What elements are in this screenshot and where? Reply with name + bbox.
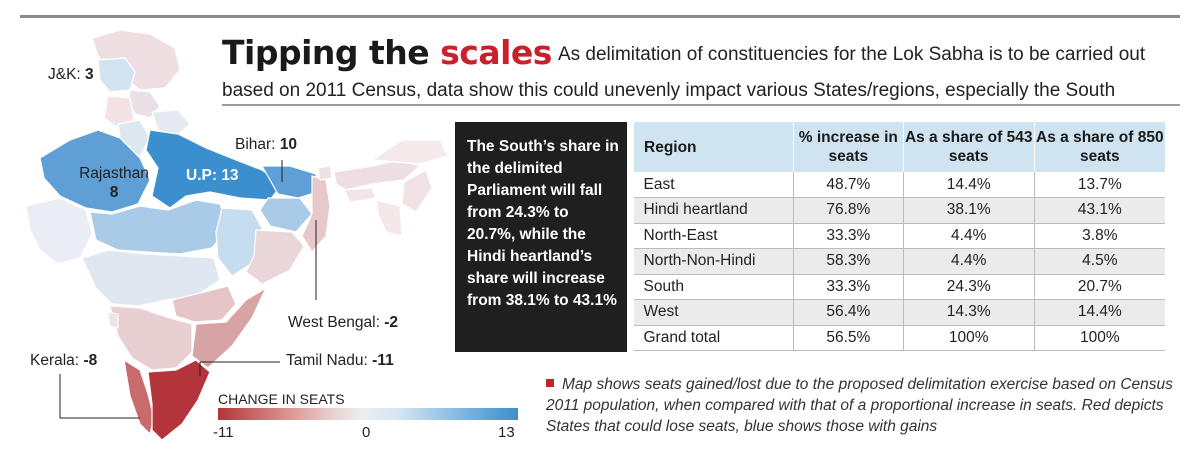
- cell-share-850: 14.4%: [1033, 299, 1165, 326]
- map-region-assam: [333, 159, 422, 191]
- cell-share-850: 3.8%: [1033, 223, 1165, 249]
- cell-share-543: 14.4%: [902, 172, 1035, 198]
- map-region-jharkhand: [259, 197, 313, 233]
- map-region-odisha: [245, 229, 305, 285]
- map-region-up: [145, 129, 283, 209]
- cell-increase: 56.5%: [792, 325, 904, 351]
- legend-title: CHANGE IN SEATS: [218, 391, 345, 407]
- title-red: scales: [440, 33, 552, 72]
- cell-region: North-East: [633, 223, 794, 249]
- map-region-west-bengal: [301, 175, 331, 254]
- legend-color-scale: [218, 408, 518, 420]
- map-region-nagaland-manipur: [401, 169, 433, 213]
- title-line: Tipping the scales As delimitation of con…: [222, 34, 1182, 79]
- label-kerala: Kerala: -8: [30, 352, 98, 369]
- cell-share-543: 24.3%: [902, 274, 1035, 300]
- table-row: West 56.4% 14.3% 14.4%: [633, 299, 1165, 326]
- map-region-arunachal: [370, 139, 449, 165]
- cell-increase: 33.3%: [792, 223, 904, 249]
- table-row-total: Grand total 56.5% 100% 100%: [633, 325, 1165, 351]
- title-block: Tipping the scales As delimitation of con…: [222, 34, 1182, 103]
- legend-min-label: -11: [213, 424, 234, 441]
- map-region-meghalaya: [343, 187, 377, 203]
- cell-share-543: 4.4%: [902, 248, 1035, 275]
- cell-region: Grand total: [633, 325, 794, 351]
- table-header-row: Region % increase in seats As a share of…: [633, 122, 1165, 172]
- title-rule: [222, 104, 1180, 106]
- region-seat-table: Region % increase in seats As a share of…: [633, 122, 1165, 351]
- map-region-sikkim: [317, 165, 333, 181]
- table-row: South 33.3% 24.3% 20.7%: [633, 274, 1165, 300]
- cell-share-850: 43.1%: [1033, 197, 1165, 224]
- cell-share-543: 100%: [902, 325, 1035, 351]
- label-west-bengal: West Bengal: -2: [288, 314, 399, 331]
- cell-increase: 48.7%: [792, 172, 904, 198]
- map-region-andhra: [191, 286, 268, 369]
- subtitle-line1: As delimitation of constituencies for th…: [557, 44, 1146, 65]
- col-header-share-850: As a share of 850 seats: [1033, 122, 1165, 172]
- map-region-chhattisgarh: [215, 207, 263, 277]
- cell-share-543: 38.1%: [902, 197, 1035, 224]
- table-row: East 48.7% 14.4% 13.7%: [633, 172, 1165, 198]
- label-jk: J&K: 3: [48, 66, 94, 83]
- col-header-increase: % increase in seats: [792, 122, 904, 172]
- map-region-rajasthan: [39, 129, 151, 213]
- label-bihar: Bihar: 10: [235, 136, 298, 153]
- label-tamil-nadu: Tamil Nadu: -11: [286, 352, 394, 369]
- subtitle-line2: based on 2011 Census, data show this cou…: [222, 80, 1116, 101]
- cell-share-543: 14.3%: [902, 299, 1035, 326]
- cell-increase: 76.8%: [792, 197, 904, 224]
- legend-mid-label: 0: [362, 424, 371, 441]
- table-row: North-East 33.3% 4.4% 3.8%: [633, 223, 1165, 249]
- map-region-telangana: [171, 285, 237, 323]
- cell-increase: 56.4%: [792, 299, 904, 326]
- cell-share-850: 13.7%: [1033, 172, 1165, 198]
- cell-region: West: [633, 299, 794, 326]
- footnote-bullet-icon: [546, 379, 554, 387]
- table-row: Hindi heartland 76.8% 38.1% 43.1%: [633, 197, 1165, 224]
- legend-max-label: 13: [498, 424, 515, 441]
- map-region-tripura-mizoram: [375, 199, 403, 237]
- cell-region: North-Non-Hindi: [633, 248, 794, 275]
- callout-box: The South’s share in the delimited Parli…: [455, 122, 627, 352]
- map-region-kerala: [123, 358, 155, 436]
- cell-region: East: [633, 172, 794, 198]
- cell-increase: 58.3%: [792, 248, 904, 275]
- table-row: North-Non-Hindi 58.3% 4.4% 4.5%: [633, 248, 1165, 275]
- cell-share-543: 4.4%: [902, 223, 1035, 249]
- cell-increase: 33.3%: [792, 274, 904, 300]
- map-region-uttarakhand: [151, 109, 191, 137]
- label-rajasthan: Rajasthan 8: [79, 165, 149, 201]
- cell-region: South: [633, 274, 794, 300]
- top-rule: [20, 15, 1180, 18]
- col-header-region: Region: [633, 122, 794, 172]
- footnote: Map shows seats gained/lost due to the p…: [546, 374, 1176, 437]
- map-region-gujarat: [25, 197, 93, 265]
- cell-share-850: 100%: [1033, 325, 1165, 351]
- title-dark: Tipping the: [222, 33, 441, 72]
- cell-share-850: 20.7%: [1033, 274, 1165, 300]
- cell-region: Hindi heartland: [633, 197, 794, 224]
- label-up: U.P: 13: [186, 167, 239, 184]
- footnote-text: Map shows seats gained/lost due to the p…: [546, 376, 1173, 435]
- map-region-tamil-nadu: [147, 359, 211, 441]
- india-map: [25, 29, 449, 441]
- map-region-goa: [107, 311, 119, 329]
- col-header-share-543: As a share of 543 seats: [902, 122, 1035, 172]
- map-region-karnataka: [109, 305, 193, 371]
- cell-share-850: 4.5%: [1033, 248, 1165, 275]
- map-region-maharashtra: [81, 249, 221, 307]
